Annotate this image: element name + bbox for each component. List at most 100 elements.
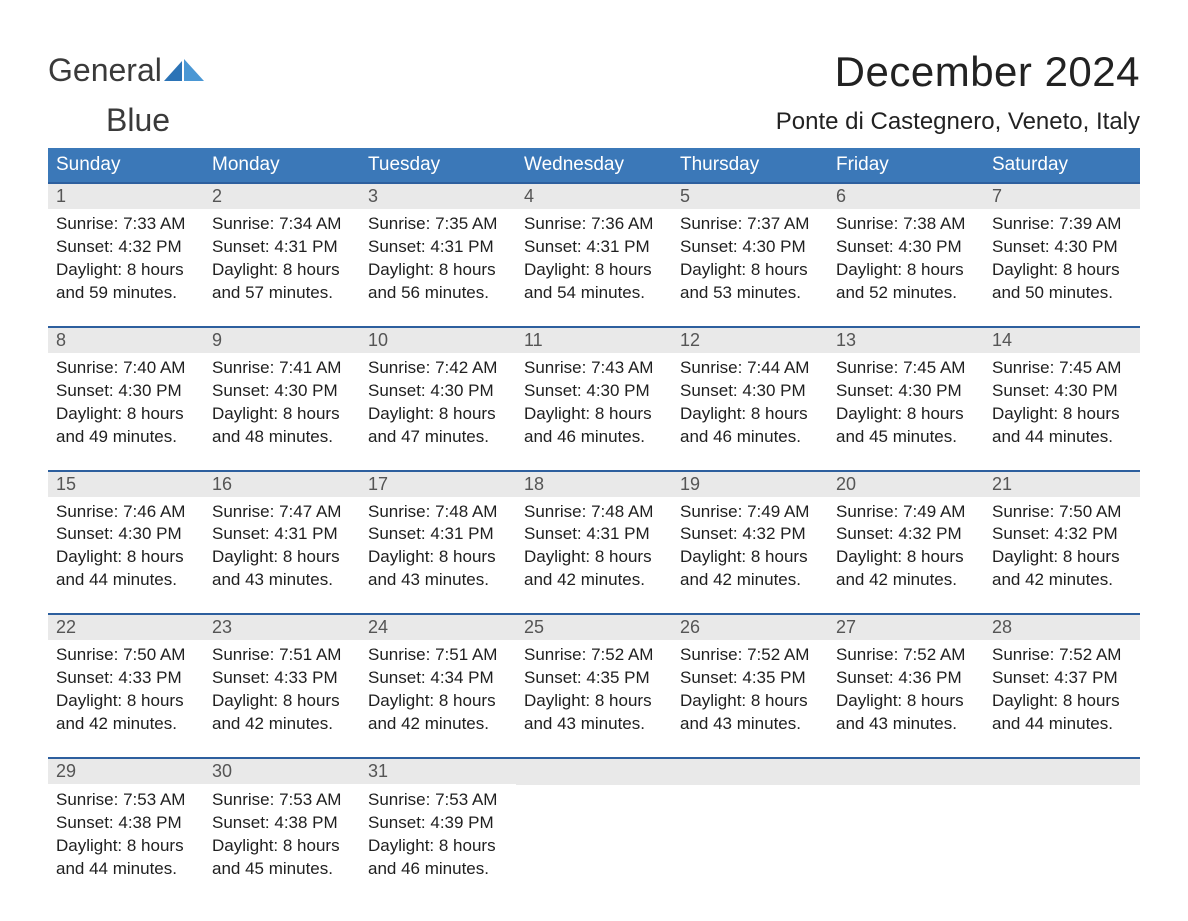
- day-number: 31: [360, 759, 516, 784]
- daylight-line-1: Daylight: 8 hours: [992, 690, 1132, 713]
- sunrise-line: Sunrise: 7:42 AM: [368, 357, 508, 380]
- day-number: 17: [360, 472, 516, 497]
- brand-sail-icon: [164, 59, 208, 86]
- sunrise-line: Sunrise: 7:48 AM: [368, 501, 508, 524]
- daylight-line-2: and 44 minutes.: [992, 426, 1132, 449]
- daylight-line-1: Daylight: 8 hours: [212, 403, 352, 426]
- day-number: 5: [672, 184, 828, 209]
- daylight-line-2: and 43 minutes.: [368, 569, 508, 592]
- day-number: 19: [672, 472, 828, 497]
- day-number: 18: [516, 472, 672, 497]
- brand-part2: Blue: [48, 102, 170, 138]
- sunset-line: Sunset: 4:35 PM: [524, 667, 664, 690]
- daynum-row: 891011121314: [48, 328, 1140, 353]
- daylight-line-2: and 42 minutes.: [992, 569, 1132, 592]
- day-cell: Sunrise: 7:43 AMSunset: 4:30 PMDaylight:…: [516, 353, 672, 449]
- daynum-row: 1234567: [48, 184, 1140, 209]
- daylight-line-2: and 42 minutes.: [680, 569, 820, 592]
- sunset-line: Sunset: 4:32 PM: [836, 523, 976, 546]
- sunset-line: Sunset: 4:30 PM: [836, 236, 976, 259]
- sunrise-line: Sunrise: 7:43 AM: [524, 357, 664, 380]
- daylight-line-1: Daylight: 8 hours: [524, 259, 664, 282]
- daylight-line-1: Daylight: 8 hours: [56, 690, 196, 713]
- daylight-line-2: and 44 minutes.: [56, 858, 196, 881]
- sunrise-line: Sunrise: 7:49 AM: [680, 501, 820, 524]
- sunset-line: Sunset: 4:31 PM: [212, 523, 352, 546]
- day-cell: Sunrise: 7:53 AMSunset: 4:38 PMDaylight:…: [204, 785, 360, 881]
- daylight-line-2: and 44 minutes.: [56, 569, 196, 592]
- daylight-line-1: Daylight: 8 hours: [836, 546, 976, 569]
- day-cell: Sunrise: 7:44 AMSunset: 4:30 PMDaylight:…: [672, 353, 828, 449]
- location-subtitle: Ponte di Castegnero, Veneto, Italy: [776, 108, 1140, 136]
- day-cell: Sunrise: 7:45 AMSunset: 4:30 PMDaylight:…: [828, 353, 984, 449]
- sunrise-line: Sunrise: 7:47 AM: [212, 501, 352, 524]
- day-cell: Sunrise: 7:51 AMSunset: 4:34 PMDaylight:…: [360, 640, 516, 736]
- day-cell: Sunrise: 7:46 AMSunset: 4:30 PMDaylight:…: [48, 497, 204, 593]
- daylight-line-2: and 42 minutes.: [836, 569, 976, 592]
- day-cell: Sunrise: 7:51 AMSunset: 4:33 PMDaylight:…: [204, 640, 360, 736]
- day-number: 29: [48, 759, 204, 784]
- sunrise-line: Sunrise: 7:53 AM: [368, 789, 508, 812]
- dow-header-row: Sunday Monday Tuesday Wednesday Thursday…: [48, 148, 1140, 183]
- sunrise-line: Sunrise: 7:52 AM: [680, 644, 820, 667]
- month-title: December 2024: [776, 48, 1140, 96]
- day-number: 2: [204, 184, 360, 209]
- sunset-line: Sunset: 4:31 PM: [368, 236, 508, 259]
- week-spacer: [48, 305, 1140, 327]
- daylight-line-1: Daylight: 8 hours: [368, 546, 508, 569]
- sunset-line: Sunset: 4:33 PM: [56, 667, 196, 690]
- day-cell: Sunrise: 7:42 AMSunset: 4:30 PMDaylight:…: [360, 353, 516, 449]
- daylight-line-1: Daylight: 8 hours: [680, 690, 820, 713]
- daylight-line-2: and 59 minutes.: [56, 282, 196, 305]
- sunrise-line: Sunrise: 7:34 AM: [212, 213, 352, 236]
- sunset-line: Sunset: 4:38 PM: [56, 812, 196, 835]
- week-spacer: [48, 592, 1140, 614]
- brand-logo: General Blue: [48, 54, 208, 136]
- header-row: General Blue December 2024 Ponte di Cast…: [48, 48, 1140, 136]
- day-cell: Sunrise: 7:38 AMSunset: 4:30 PMDaylight:…: [828, 209, 984, 305]
- day-cell: Sunrise: 7:49 AMSunset: 4:32 PMDaylight:…: [828, 497, 984, 593]
- daylight-line-2: and 43 minutes.: [524, 713, 664, 736]
- daylight-line-1: Daylight: 8 hours: [212, 690, 352, 713]
- sunset-line: Sunset: 4:37 PM: [992, 667, 1132, 690]
- day-body-row: Sunrise: 7:46 AMSunset: 4:30 PMDaylight:…: [48, 497, 1140, 593]
- daylight-line-1: Daylight: 8 hours: [992, 546, 1132, 569]
- day-number: 28: [984, 615, 1140, 640]
- daylight-line-2: and 49 minutes.: [56, 426, 196, 449]
- daylight-line-2: and 53 minutes.: [680, 282, 820, 305]
- dow-tuesday: Tuesday: [360, 148, 516, 183]
- daylight-line-1: Daylight: 8 hours: [680, 546, 820, 569]
- sunrise-line: Sunrise: 7:45 AM: [836, 357, 976, 380]
- sunset-line: Sunset: 4:30 PM: [56, 523, 196, 546]
- day-number: 1: [48, 184, 204, 209]
- day-cell: Sunrise: 7:50 AMSunset: 4:33 PMDaylight:…: [48, 640, 204, 736]
- day-cell: Sunrise: 7:53 AMSunset: 4:39 PMDaylight:…: [360, 785, 516, 881]
- daylight-line-1: Daylight: 8 hours: [524, 403, 664, 426]
- daylight-line-2: and 48 minutes.: [212, 426, 352, 449]
- sunset-line: Sunset: 4:34 PM: [368, 667, 508, 690]
- sunset-line: Sunset: 4:38 PM: [212, 812, 352, 835]
- sunrise-line: Sunrise: 7:40 AM: [56, 357, 196, 380]
- dow-saturday: Saturday: [984, 148, 1140, 183]
- daylight-line-2: and 44 minutes.: [992, 713, 1132, 736]
- daylight-line-1: Daylight: 8 hours: [368, 690, 508, 713]
- day-cell: Sunrise: 7:39 AMSunset: 4:30 PMDaylight:…: [984, 209, 1140, 305]
- day-body-row: Sunrise: 7:33 AMSunset: 4:32 PMDaylight:…: [48, 209, 1140, 305]
- day-cell: Sunrise: 7:41 AMSunset: 4:30 PMDaylight:…: [204, 353, 360, 449]
- sunset-line: Sunset: 4:30 PM: [836, 380, 976, 403]
- day-number: 24: [360, 615, 516, 640]
- sunrise-line: Sunrise: 7:51 AM: [212, 644, 352, 667]
- sunrise-line: Sunrise: 7:53 AM: [212, 789, 352, 812]
- day-body-row: Sunrise: 7:50 AMSunset: 4:33 PMDaylight:…: [48, 640, 1140, 736]
- daylight-line-2: and 56 minutes.: [368, 282, 508, 305]
- sunrise-line: Sunrise: 7:38 AM: [836, 213, 976, 236]
- day-number: [828, 759, 984, 785]
- sunrise-line: Sunrise: 7:39 AM: [992, 213, 1132, 236]
- daylight-line-2: and 47 minutes.: [368, 426, 508, 449]
- daylight-line-1: Daylight: 8 hours: [56, 259, 196, 282]
- day-number: 6: [828, 184, 984, 209]
- sunset-line: Sunset: 4:35 PM: [680, 667, 820, 690]
- day-cell: Sunrise: 7:45 AMSunset: 4:30 PMDaylight:…: [984, 353, 1140, 449]
- day-number: [516, 759, 672, 785]
- day-number: 4: [516, 184, 672, 209]
